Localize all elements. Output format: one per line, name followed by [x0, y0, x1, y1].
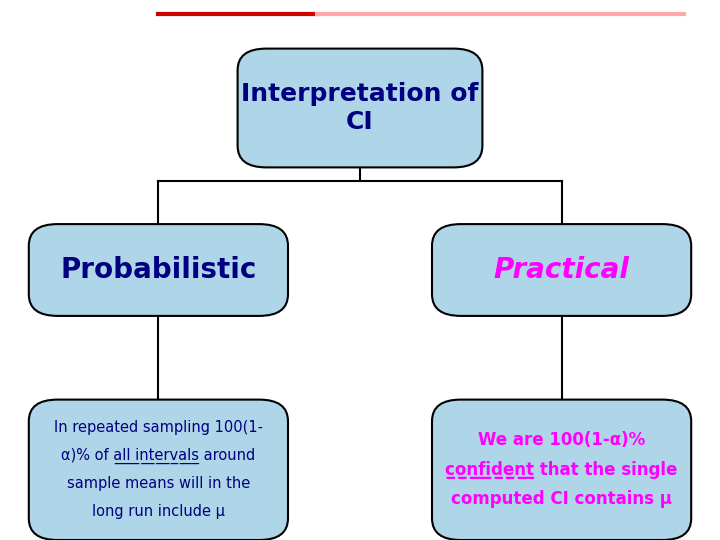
- Text: long run include μ: long run include μ: [92, 504, 225, 519]
- Text: Interpretation of
CI: Interpretation of CI: [241, 82, 479, 134]
- Text: sample means will in the: sample means will in the: [67, 476, 250, 491]
- Text: computed CI contains μ: computed CI contains μ: [451, 490, 672, 509]
- Text: c̲o̲n̲f̲i̲d̲e̲n̲t̲ that the single: c̲o̲n̲f̲i̲d̲e̲n̲t̲ that the single: [446, 461, 678, 479]
- FancyBboxPatch shape: [29, 400, 288, 540]
- FancyBboxPatch shape: [29, 224, 288, 316]
- FancyBboxPatch shape: [432, 224, 691, 316]
- FancyBboxPatch shape: [432, 400, 691, 540]
- Text: We are 100(1-α)%: We are 100(1-α)%: [478, 431, 645, 449]
- Text: In repeated sampling 100(1-: In repeated sampling 100(1-: [54, 420, 263, 435]
- FancyBboxPatch shape: [238, 49, 482, 167]
- Text: Probabilistic: Probabilistic: [60, 256, 256, 284]
- Text: α)% of a̲l̲l̲ ̲i̲n̲t̲e̲r̲v̲a̲l̲s̲ around: α)% of a̲l̲l̲ ̲i̲n̲t̲e̲r̲v̲a̲l̲s̲ around: [61, 448, 256, 464]
- Text: Practical: Practical: [494, 256, 629, 284]
